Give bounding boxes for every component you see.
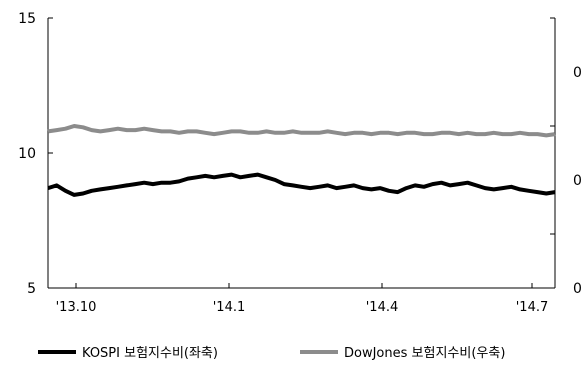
left-tick-label: 10 [18, 146, 36, 162]
legend-label-2: DowJones 보험지수비(우축) [344, 346, 505, 361]
x-axis-ticks: '13.10 '14.1 '14.4 '14.7 [56, 283, 549, 315]
left-tick-label: 5 [27, 281, 36, 297]
right-axis-ticks: 0 0 0 [550, 17, 582, 297]
x-tick-label: '14.4 [366, 300, 399, 315]
x-tick-label: '14.1 [213, 300, 246, 315]
x-tick-label: '14.7 [516, 300, 549, 315]
series-line-1 [47, 172, 556, 197]
right-tick-label: 0 [573, 65, 582, 81]
left-tick-label: 15 [18, 11, 36, 27]
x-tick-label: '13.10 [56, 300, 97, 315]
right-tick-label: 0 [573, 173, 582, 189]
legend-label-1: KOSPI 보험지수비(좌축) [82, 346, 218, 361]
series-line-2 [47, 124, 556, 138]
right-tick-label: 0 [573, 281, 582, 297]
series-lines [47, 124, 556, 197]
left-axis-ticks: 5 10 15 [18, 11, 53, 297]
axes [47, 18, 556, 289]
legend: KOSPI 보험지수비(좌축) DowJones 보험지수비(우축) [38, 346, 505, 361]
